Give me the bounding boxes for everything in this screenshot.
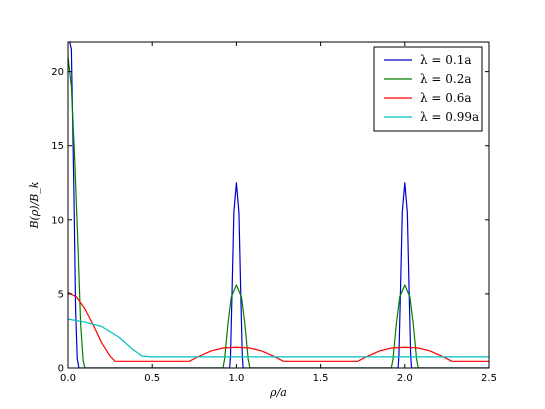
series-line-4: [68, 318, 489, 358]
plot-frame: [67, 41, 490, 369]
y-tick-label: 20: [51, 67, 64, 78]
y-tick-label: 0: [58, 364, 64, 375]
x-tick-label: 0.5: [144, 373, 160, 384]
y-axis-label: B(ρ)/B_k: [28, 181, 41, 229]
x-tick-label: 0.0: [60, 373, 76, 384]
legend: λ = 0.1a λ = 0.2a λ = 0.6a λ = 0.99a: [373, 46, 483, 132]
series-line-2: [68, 56, 489, 368]
legend-label: λ = 0.1a: [420, 53, 472, 67]
series-line-3: [68, 291, 489, 362]
y-tick-label: 5: [58, 289, 64, 300]
series-layer: [68, 42, 489, 368]
legend-label: λ = 0.6a: [420, 91, 472, 105]
x-tick-label: 2.0: [397, 373, 413, 384]
x-tick-label: 1.0: [228, 373, 244, 384]
x-axis-label: ρ/a: [269, 386, 287, 399]
x-tick-label: 2.5: [481, 373, 497, 384]
x-tick-label: 1.5: [313, 373, 329, 384]
y-tick-label: 10: [51, 215, 64, 226]
legend-label: λ = 0.99a: [420, 110, 479, 124]
series-line-1: [68, 42, 489, 368]
ticks-layer: 0.0 0.5 1.0 1.5 2.0 2.5 0 5 10 15 20: [51, 42, 497, 384]
y-tick-label: 15: [51, 141, 64, 152]
legend-label: λ = 0.2a: [420, 72, 472, 86]
